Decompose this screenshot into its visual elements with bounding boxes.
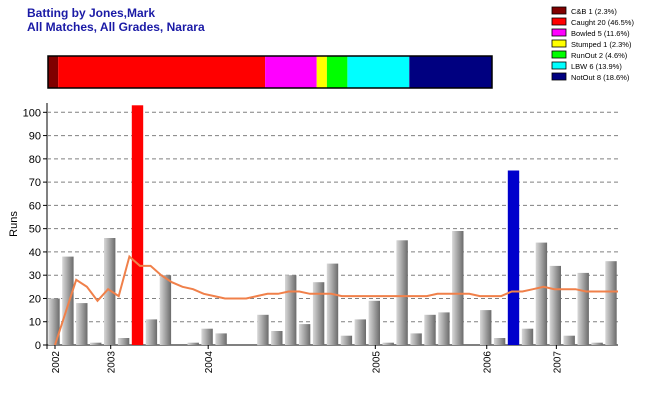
innings-bar <box>452 231 464 345</box>
legend-swatch <box>551 72 567 81</box>
innings-bar <box>76 303 88 345</box>
innings-bar <box>396 240 408 345</box>
innings-bar <box>535 242 548 345</box>
innings-bar <box>507 170 520 345</box>
legend-label: LBW 6 (13.9%) <box>571 62 622 71</box>
innings-bar <box>298 324 311 345</box>
innings-bar <box>521 328 534 345</box>
legend-label: Stumped 1 (2.3%) <box>571 40 632 49</box>
chart-subtitle: All Matches, All Grades, Narara <box>27 20 205 34</box>
y-tick-label: 90 <box>29 131 41 143</box>
dismissal-bar-frame <box>47 55 493 89</box>
y-tick-label: 60 <box>29 200 41 212</box>
legend-swatch <box>551 50 567 59</box>
innings-bar <box>591 342 603 345</box>
dismissal-segment <box>58 56 266 88</box>
dismissal-segment <box>48 56 59 88</box>
dismissal-segment <box>326 56 348 88</box>
legend-swatch <box>551 39 567 48</box>
innings-bar <box>605 261 617 345</box>
innings-bar <box>563 335 575 345</box>
legend-swatch <box>551 28 567 37</box>
innings-bar <box>480 310 492 345</box>
innings-bar <box>577 272 589 345</box>
chart-title: Batting by Jones,Mark <box>27 6 156 20</box>
innings-bar <box>312 282 325 345</box>
legend-label: NotOut 8 (18.6%) <box>571 73 630 82</box>
legend-label: Caught 20 (46.5%) <box>571 18 634 27</box>
innings-bar <box>340 335 353 345</box>
x-tick-label: 2002 <box>51 351 62 374</box>
y-tick-label: 80 <box>29 154 41 166</box>
innings-bar <box>90 342 102 345</box>
legend-swatch <box>551 6 567 15</box>
legend-label: RunOut 2 (4.6%) <box>571 51 628 60</box>
innings-bar <box>201 328 213 345</box>
innings-bar <box>424 314 436 346</box>
innings-bar <box>493 338 506 345</box>
innings-bar <box>117 338 130 345</box>
y-tick-label: 30 <box>29 270 41 282</box>
legend-swatch <box>551 61 567 70</box>
innings-bar <box>62 256 74 345</box>
innings-bar <box>368 300 380 345</box>
innings-bar <box>48 298 60 345</box>
x-tick-label: 2005 <box>371 351 382 374</box>
innings-bar <box>438 312 450 345</box>
innings-bar <box>104 238 116 345</box>
y-tick-label: 40 <box>29 247 41 259</box>
innings-bar <box>285 275 297 345</box>
y-axis-title: Runs <box>8 211 20 237</box>
innings-bar <box>215 333 227 345</box>
innings-bar <box>159 275 172 345</box>
y-tick-label: 70 <box>29 177 41 189</box>
y-tick-label: 20 <box>29 293 41 305</box>
average-line <box>54 254 618 346</box>
y-tick-label: 10 <box>29 317 41 329</box>
x-tick-label: 2006 <box>483 351 494 374</box>
innings-bar <box>410 333 422 345</box>
x-tick-label: 2004 <box>204 351 215 374</box>
dismissal-segment <box>265 56 317 88</box>
innings-bar <box>271 331 283 345</box>
y-tick-label: 100 <box>23 107 41 119</box>
innings-bar <box>131 105 144 345</box>
dismissal-segment <box>347 56 410 88</box>
innings-bar <box>145 319 158 345</box>
legend-label: C&B 1 (2.3%) <box>571 7 617 16</box>
innings-bar <box>257 314 269 346</box>
innings-bar <box>187 342 199 345</box>
innings-bar <box>549 265 561 345</box>
legend-label: Bowled 5 (11.6%) <box>571 29 630 38</box>
y-tick-label: 0 <box>35 340 41 352</box>
x-tick-label: 2003 <box>107 351 118 374</box>
y-tick-label: 50 <box>29 224 41 236</box>
innings-bar <box>326 263 339 345</box>
legend-swatch <box>551 17 567 26</box>
innings-bar <box>382 342 394 345</box>
dismissal-segment <box>316 56 327 88</box>
x-tick-label: 2007 <box>552 351 563 374</box>
innings-bar <box>354 319 366 345</box>
dismissal-segment <box>409 56 492 88</box>
